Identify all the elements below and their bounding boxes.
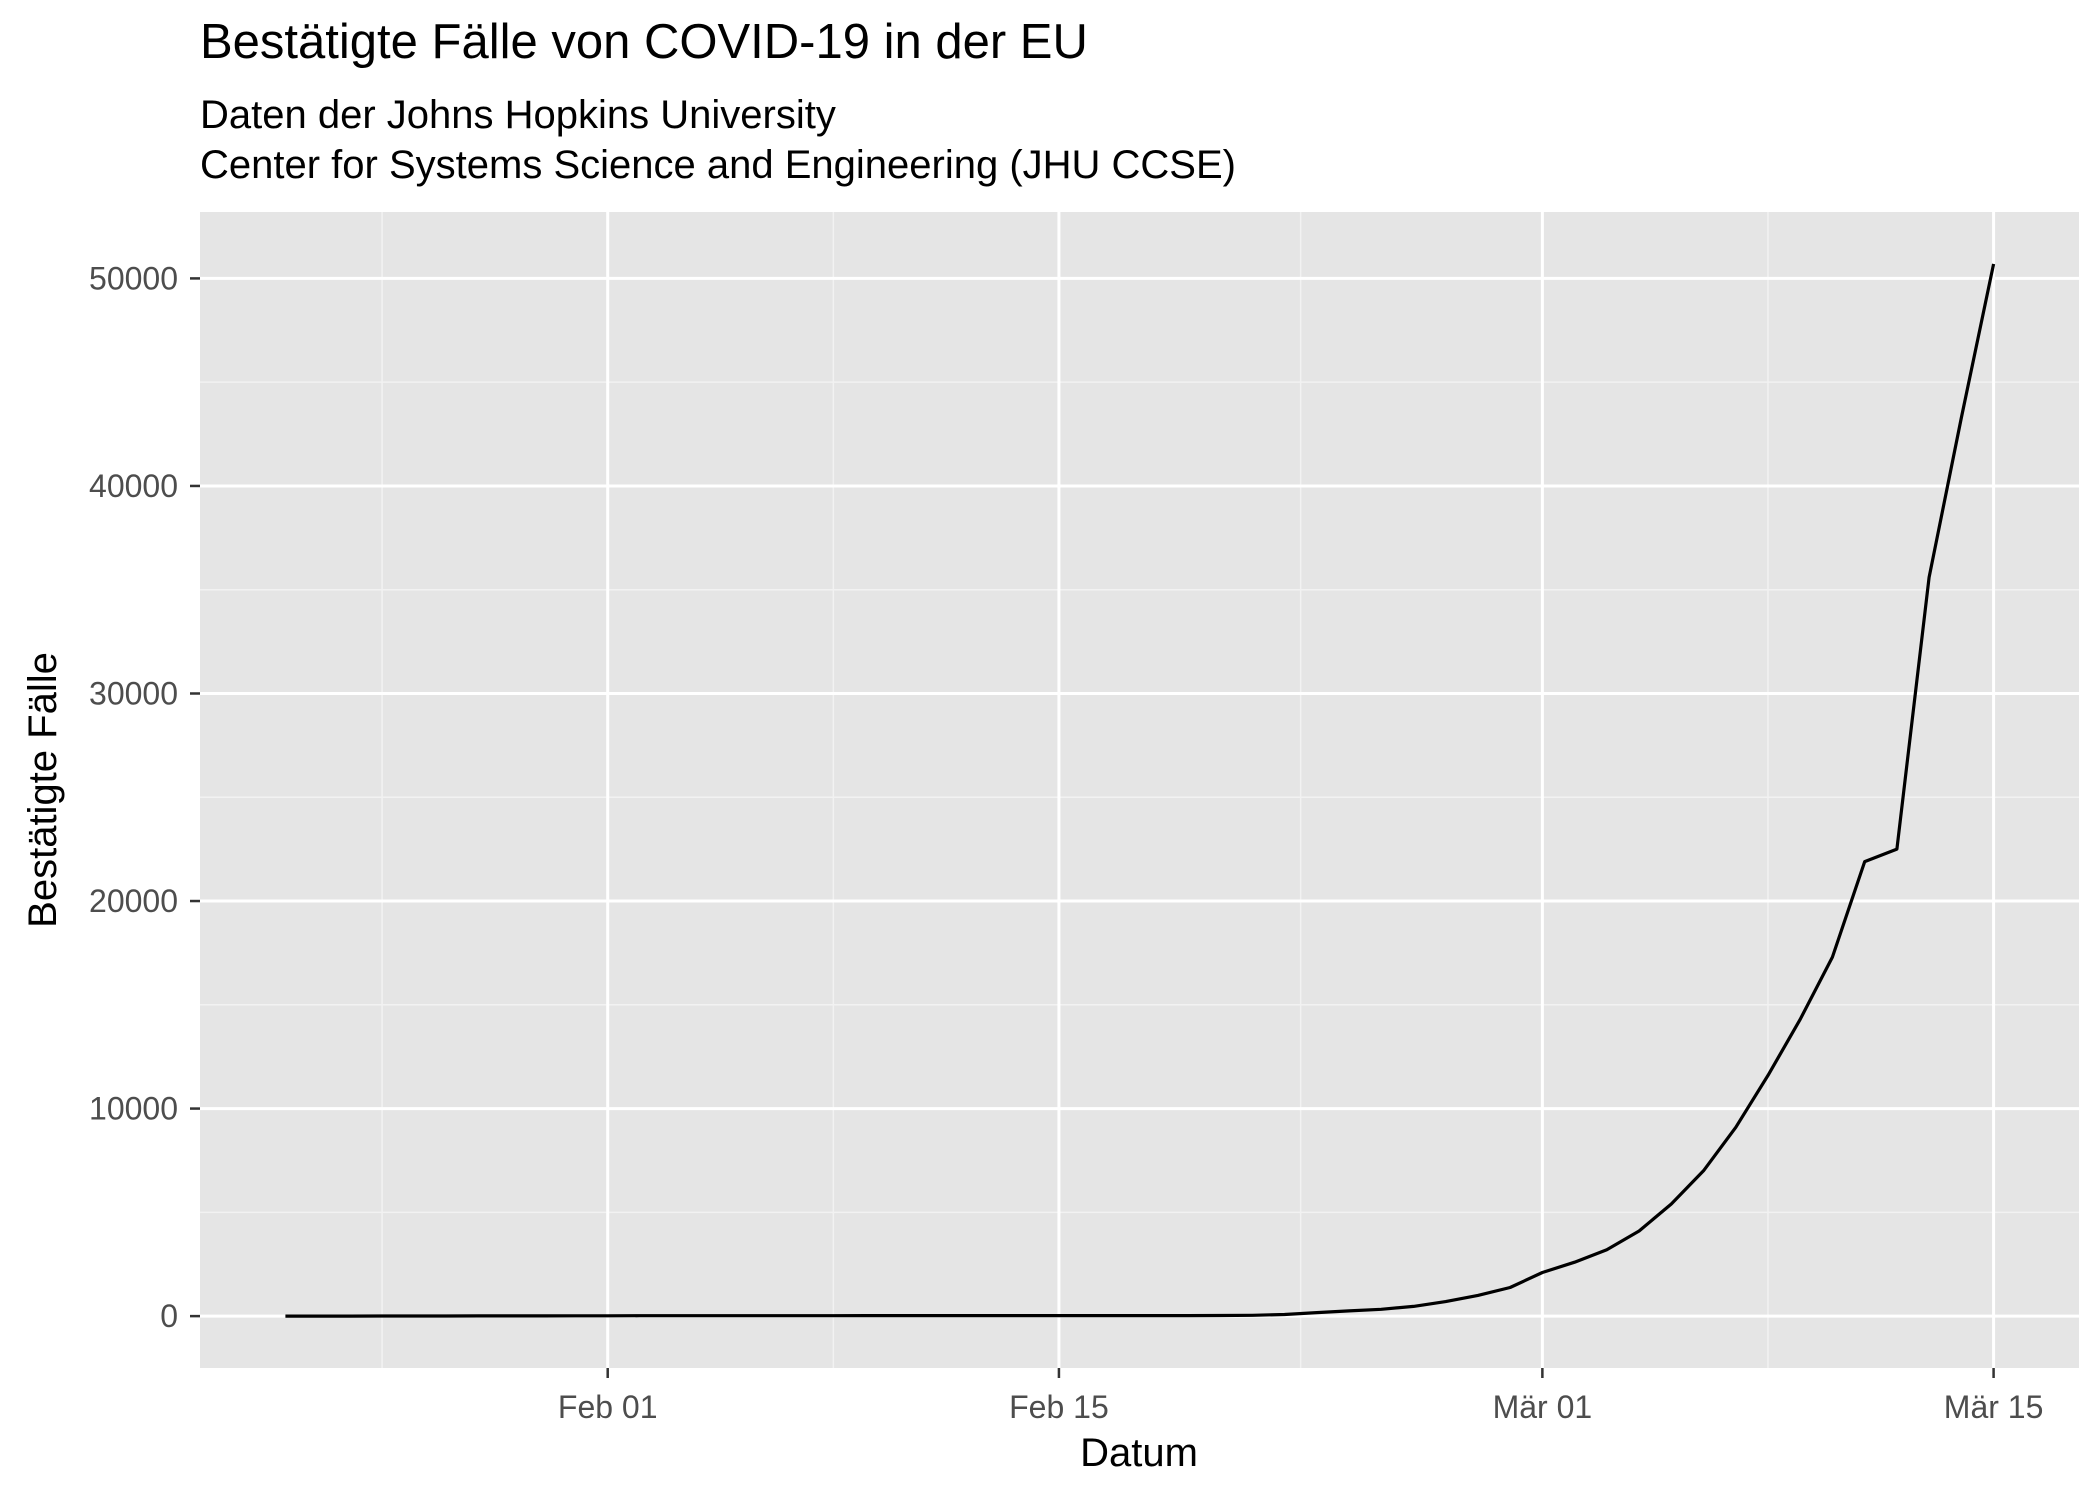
x-tick-label: Mär 01	[1493, 1389, 1593, 1425]
series-line	[285, 263, 1996, 1318]
chart-subtitle: Daten der Johns Hopkins University Cente…	[200, 90, 1236, 190]
plot-panel	[200, 212, 2079, 1368]
x-tick-label: Mär 15	[1944, 1389, 2044, 1425]
series-layer	[285, 263, 1996, 1318]
y-tick-label: 50000	[89, 260, 178, 296]
minor-gridlines	[200, 212, 2079, 1368]
y-tick-label: 20000	[89, 883, 178, 919]
subtitle-line-1: Daten der Johns Hopkins University	[200, 93, 836, 137]
y-tick-label: 30000	[89, 675, 178, 711]
x-tick-label: Feb 15	[1009, 1389, 1109, 1425]
x-axis-title: Datum	[1080, 1431, 1198, 1475]
y-tick-label: 10000	[89, 1091, 178, 1127]
y-axis-title: Bestätigte Fälle	[21, 652, 65, 928]
y-tick-label: 40000	[89, 468, 178, 504]
x-tick-label: Feb 01	[558, 1389, 658, 1425]
chart-title: Bestätigte Fälle von COVID-19 in der EU	[200, 15, 1088, 69]
y-tick-label: 0	[160, 1298, 178, 1334]
axis-ticks	[190, 277, 1995, 1378]
subtitle-line-2: Center for Systems Science and Engineeri…	[200, 143, 1236, 187]
